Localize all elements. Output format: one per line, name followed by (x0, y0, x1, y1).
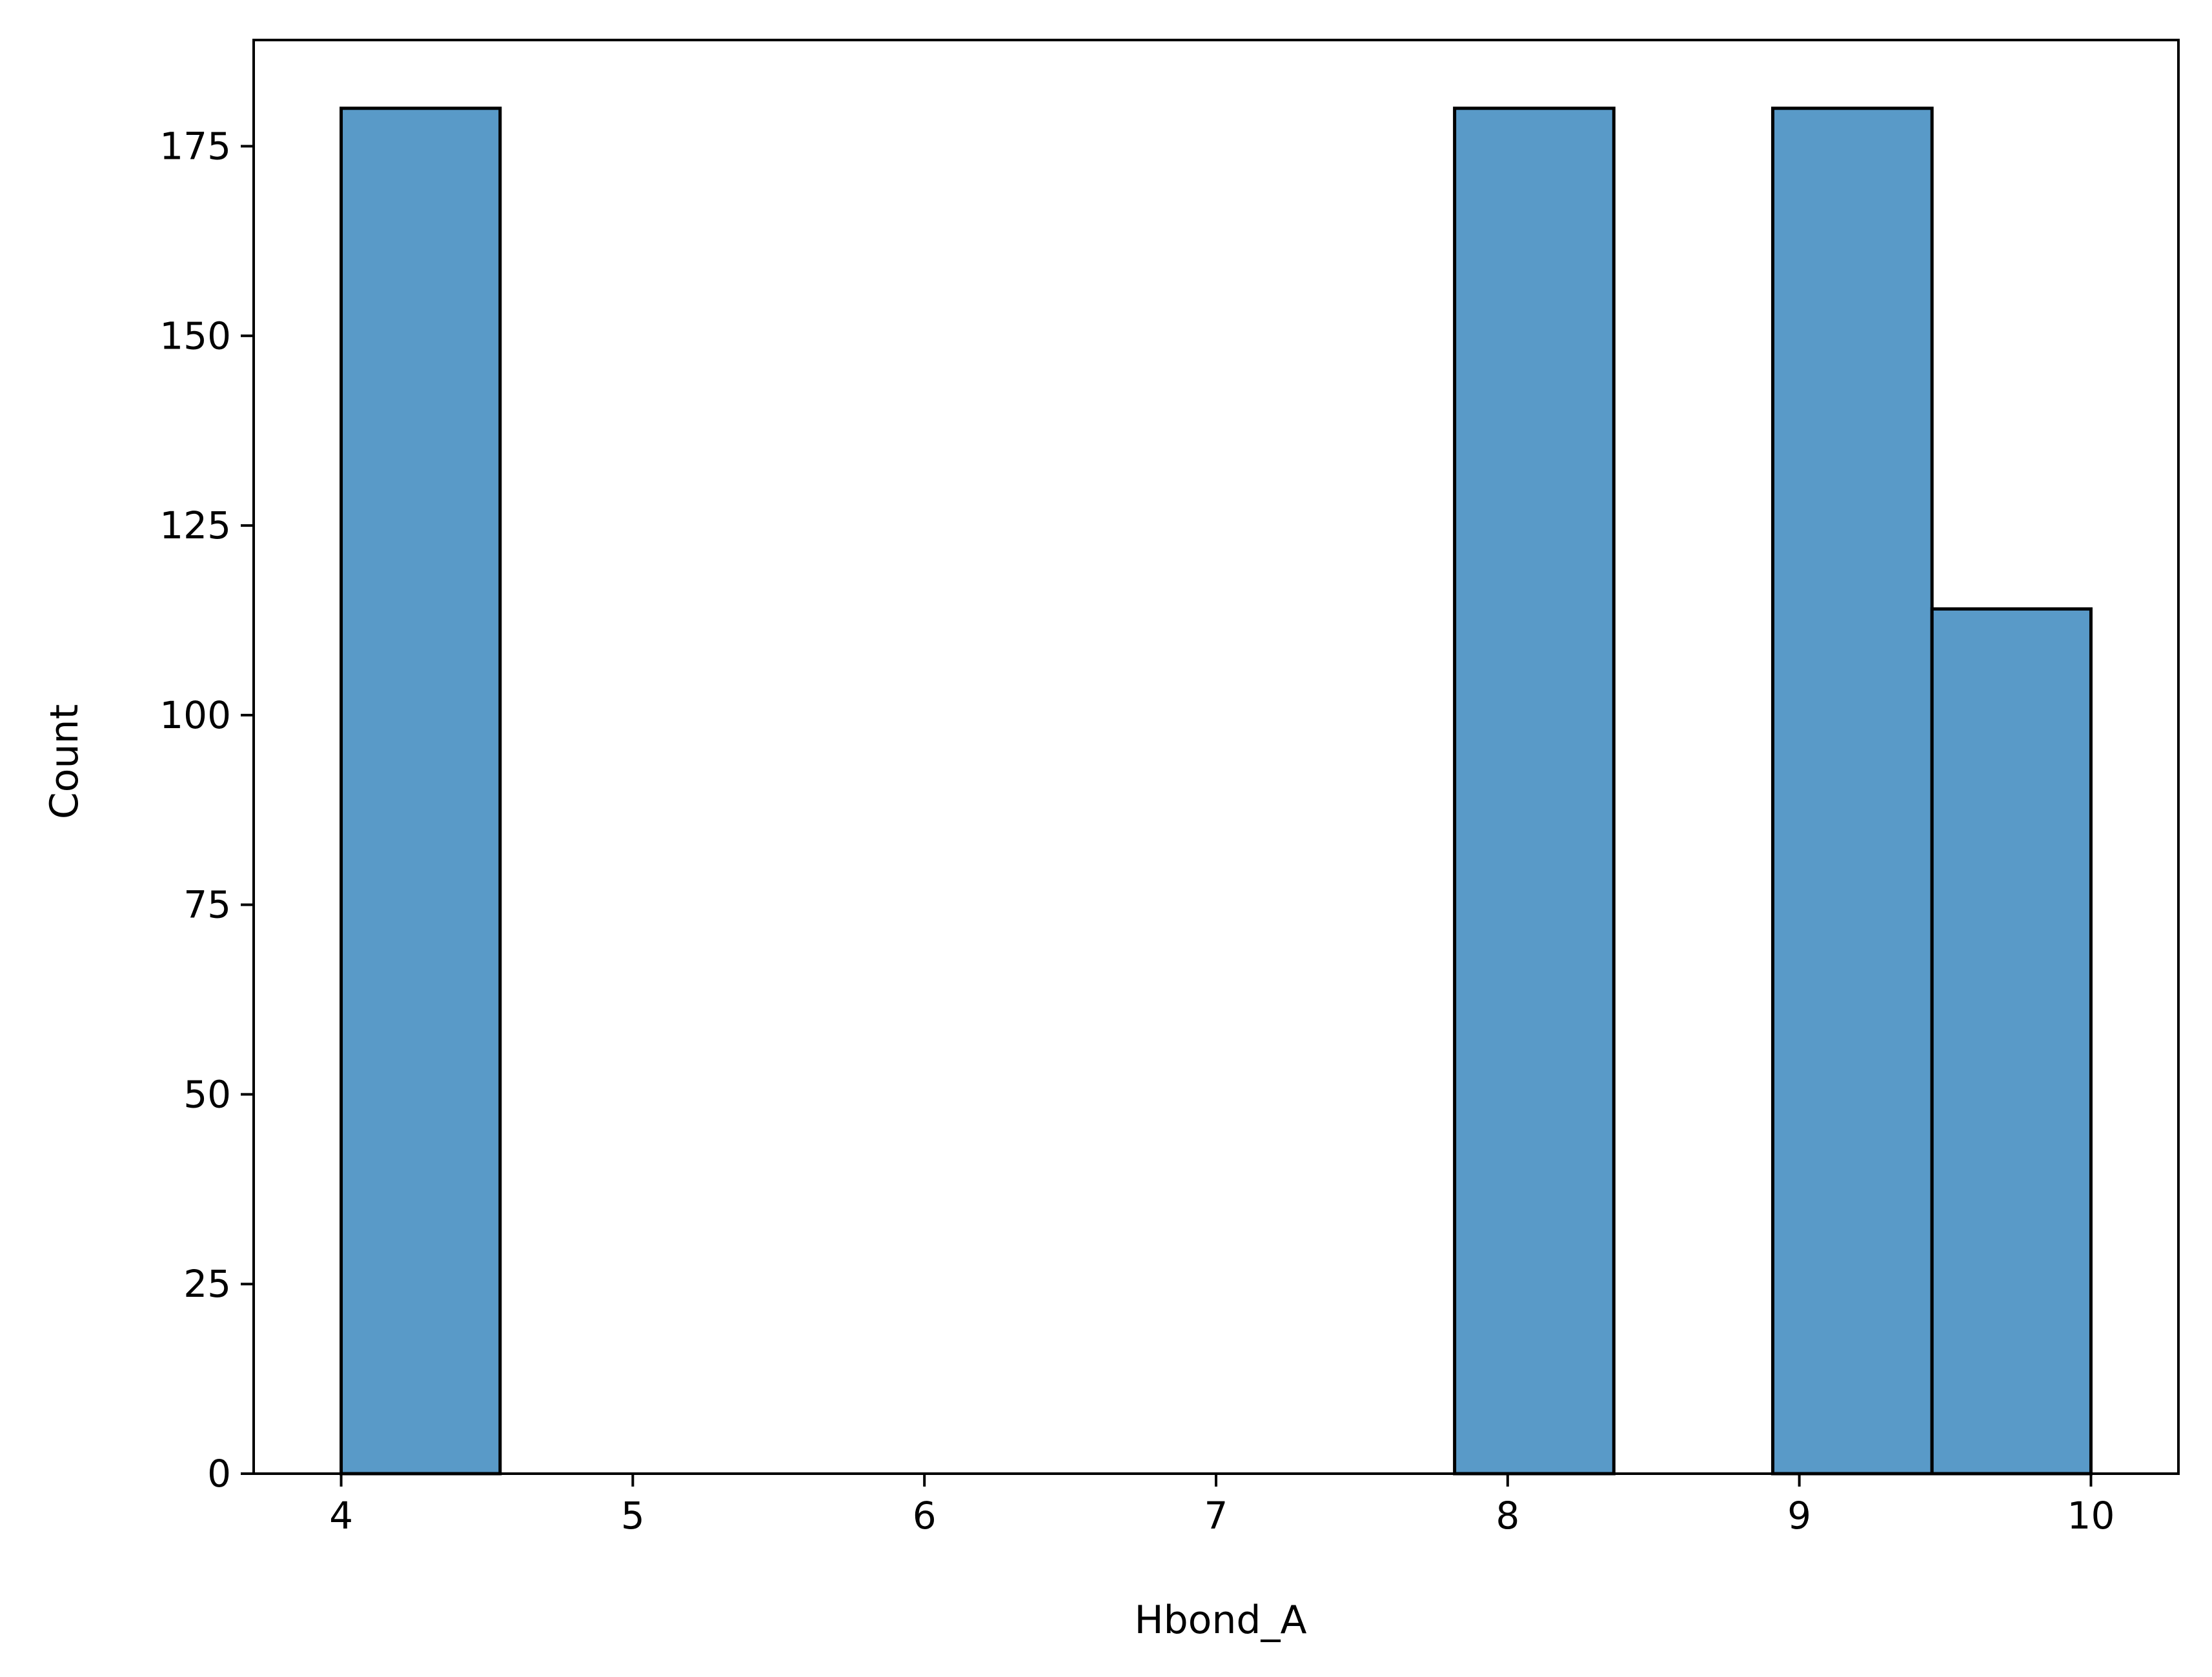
x-tick-label: 10 (2067, 1494, 2115, 1538)
x-axis-label: Hbond_A (1134, 1598, 1306, 1643)
histogram-bar (340, 107, 502, 1476)
histogram-bar (1771, 107, 1934, 1476)
y-tick-label: 175 (159, 125, 231, 168)
y-tick-label: 0 (207, 1452, 231, 1496)
y-tick-label: 125 (159, 503, 231, 547)
y-tick-label: 150 (159, 314, 231, 358)
x-tick-label: 7 (1204, 1494, 1228, 1538)
x-tick-label: 4 (329, 1494, 353, 1538)
bars-layer (340, 107, 2093, 1476)
histogram-bar (1930, 607, 2093, 1476)
y-tick-label: 100 (159, 693, 231, 737)
y-tick-label: 75 (183, 883, 231, 927)
y-tick-label: 50 (183, 1072, 231, 1116)
histogram-bar (1453, 107, 1616, 1476)
x-tick-label: 8 (1496, 1494, 1519, 1538)
x-tick-label: 5 (621, 1494, 645, 1538)
x-tick-label: 6 (913, 1494, 937, 1538)
y-axis-label: Count (42, 704, 87, 819)
y-tick-label: 25 (183, 1262, 231, 1306)
x-tick-label: 9 (1787, 1494, 1811, 1538)
